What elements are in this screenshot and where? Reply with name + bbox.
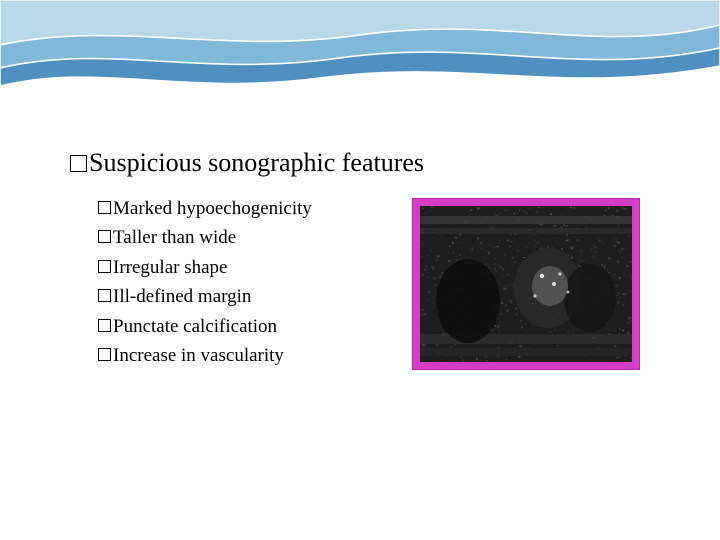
bullet-square-icon — [98, 289, 111, 302]
us-band — [420, 348, 632, 356]
us-blob — [532, 266, 568, 306]
sub-item-text: Ill-defined margin — [113, 286, 251, 307]
heading: Suspicious sonographic features — [70, 148, 650, 178]
us-speck — [533, 294, 536, 297]
header-wave-decoration — [0, 0, 720, 110]
sub-item-text: Taller than wide — [113, 227, 236, 248]
ultrasound-image-frame — [412, 198, 640, 370]
sub-item-text: Increase in vascularity — [113, 345, 284, 366]
us-band — [420, 216, 632, 224]
us-blob — [564, 264, 616, 332]
bullet-square-icon — [98, 230, 111, 243]
us-speck — [558, 272, 561, 275]
wave-band-top — [0, 0, 720, 45]
wave-band-mid — [0, 25, 720, 68]
bullet-square-icon — [98, 201, 111, 214]
us-blob — [436, 259, 500, 343]
us-speck — [540, 274, 544, 278]
us-speck — [552, 282, 556, 286]
ultrasound-image — [420, 206, 632, 362]
bullet-square-icon — [98, 319, 111, 332]
us-band — [420, 228, 632, 234]
bullet-square-icon — [98, 260, 111, 273]
us-speck — [567, 291, 570, 294]
heading-text: Suspicious sonographic features — [89, 148, 424, 177]
bullet-square-icon — [98, 348, 111, 361]
wave-svg — [0, 0, 720, 110]
bullet-square-icon — [70, 155, 87, 172]
ultrasound-svg — [420, 206, 632, 362]
sub-item-text: Marked hypoechogenicity — [113, 198, 312, 219]
sub-item-text: Punctate calcification — [113, 316, 277, 337]
sub-item-text: Irregular shape — [113, 257, 227, 278]
wave-band-bottom — [0, 48, 720, 86]
